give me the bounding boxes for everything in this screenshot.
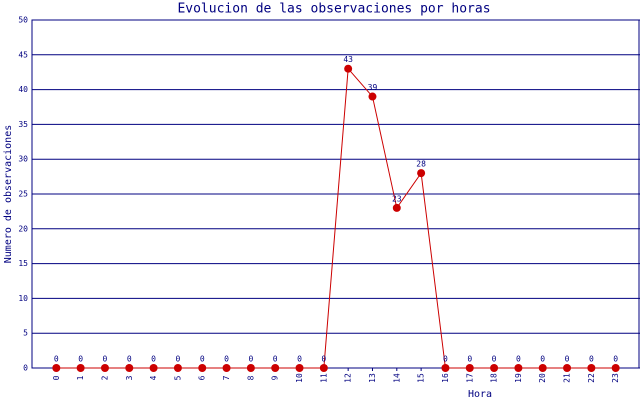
x-tick-label: 2: [100, 375, 109, 380]
data-label: 0: [103, 355, 108, 364]
data-point: [246, 364, 255, 372]
data-point: [76, 364, 85, 372]
x-tick-label: 5: [173, 375, 182, 380]
y-tick-label: 0: [23, 364, 28, 373]
y-tick-label: 15: [18, 259, 28, 268]
x-tick-label: 4: [149, 375, 158, 380]
data-point: [563, 364, 572, 372]
data-point: [100, 364, 109, 372]
data-label: 0: [176, 355, 181, 364]
y-axis-label: Numero de observaciones: [3, 125, 14, 263]
x-tick-label: 23: [611, 373, 620, 383]
data-point: [222, 364, 231, 372]
x-tick-label: 10: [295, 373, 304, 383]
data-point: [611, 364, 620, 372]
data-point: [417, 169, 426, 178]
data-label: 23: [392, 194, 402, 203]
data-label: 0: [467, 355, 472, 364]
data-label: 0: [78, 355, 83, 364]
data-label: 0: [589, 355, 594, 364]
data-point: [538, 364, 547, 372]
data-label: 39: [368, 83, 378, 92]
x-tick-label: 3: [125, 375, 134, 380]
data-point: [344, 64, 353, 73]
data-point: [514, 364, 523, 372]
x-tick-label: 7: [222, 375, 231, 380]
x-axis-label: Hora: [468, 389, 492, 400]
data-label: 0: [565, 355, 570, 364]
y-tick-label: 35: [18, 120, 28, 129]
x-tick-label: 20: [538, 373, 547, 383]
data-label: 0: [443, 355, 448, 364]
x-tick-label: 17: [465, 373, 474, 383]
data-label: 0: [127, 355, 132, 364]
x-tick-label: 21: [563, 373, 572, 383]
data-point: [52, 364, 61, 372]
y-tick-label: 10: [18, 294, 28, 303]
x-tick-label: 16: [441, 373, 450, 383]
data-point: [368, 92, 377, 101]
data-label: 0: [516, 355, 521, 364]
data-point: [490, 364, 499, 372]
data-point: [392, 203, 401, 212]
data-label: 0: [248, 355, 253, 364]
x-tick-label: 22: [587, 373, 596, 383]
x-tick-label: 9: [271, 375, 280, 380]
data-point: [441, 364, 450, 372]
x-tick-label: 13: [368, 373, 377, 383]
data-point: [125, 364, 134, 372]
data-label: 0: [492, 355, 497, 364]
x-tick-label: 8: [246, 375, 255, 380]
chart-title: Evolucion de las observaciones por horas: [177, 2, 490, 17]
y-tick-label: 25: [18, 190, 28, 199]
y-tick-label: 30: [18, 155, 28, 164]
data-label: 0: [200, 355, 205, 364]
data-point: [319, 364, 328, 372]
data-label: 0: [54, 355, 59, 364]
x-tick-label: 11: [319, 373, 328, 383]
data-point: [295, 364, 304, 372]
data-point: [198, 364, 207, 372]
x-tick-label: 18: [490, 373, 499, 383]
data-label: 0: [273, 355, 278, 364]
x-tick-label: 6: [198, 375, 207, 380]
x-tick-label: 0: [52, 375, 61, 380]
data-point: [271, 364, 280, 372]
y-tick-label: 5: [23, 329, 28, 338]
data-label: 0: [613, 355, 618, 364]
y-tick-label: 20: [18, 224, 28, 233]
x-tick-label: 15: [417, 373, 426, 383]
data-point: [587, 364, 596, 372]
data-label: 0: [151, 355, 156, 364]
data-label: 28: [416, 160, 426, 169]
x-tick-label: 14: [392, 373, 401, 383]
data-label: 0: [224, 355, 229, 364]
data-point: [465, 364, 474, 372]
x-tick-label: 12: [344, 373, 353, 383]
y-tick-label: 40: [18, 85, 28, 94]
data-label: 0: [321, 355, 326, 364]
x-tick-label: 1: [76, 375, 85, 380]
data-label: 0: [297, 355, 302, 364]
data-label: 43: [343, 55, 353, 64]
data-point: [149, 364, 158, 372]
y-tick-label: 45: [18, 50, 28, 59]
y-tick-label: 50: [18, 16, 28, 25]
data-label: 0: [540, 355, 545, 364]
data-point: [173, 364, 182, 372]
x-tick-label: 19: [514, 373, 523, 383]
series-line: [56, 67, 616, 369]
